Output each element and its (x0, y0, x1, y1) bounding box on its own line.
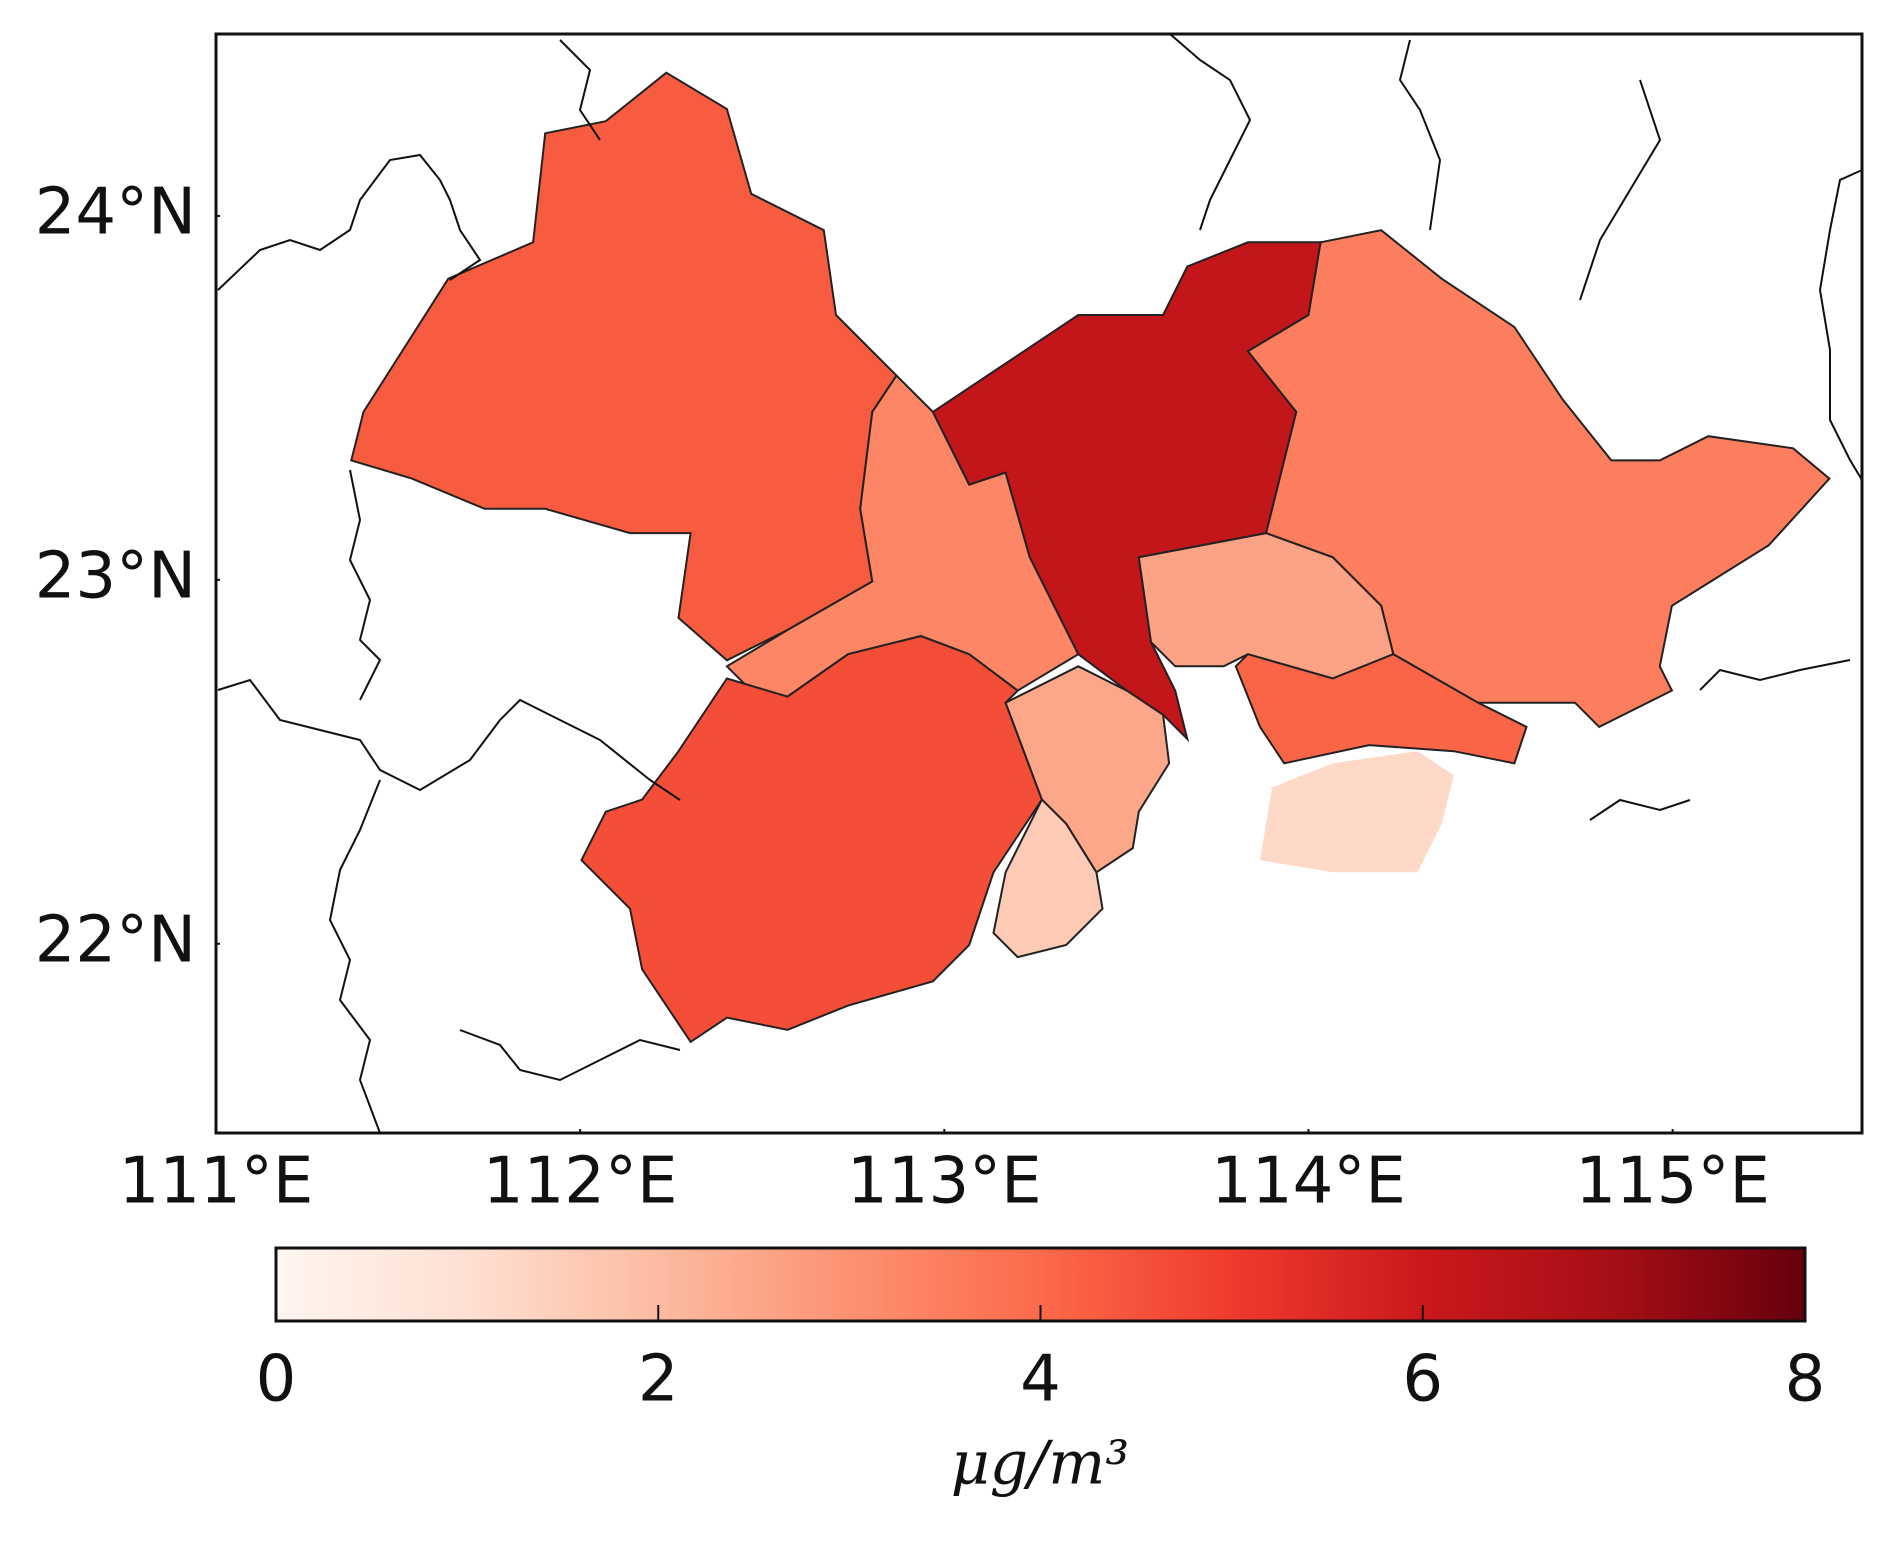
border-line (348, 469, 382, 701)
border-line (328, 779, 381, 1134)
x-tick-label: 112°E (483, 1145, 678, 1219)
x-tick-label: 115°E (1575, 1145, 1770, 1219)
colorbar-tick-label: 4 (1020, 1343, 1061, 1417)
border-line (1169, 33, 1252, 231)
region (350, 71, 898, 662)
colorbar-tick-label: 6 (1402, 1343, 1443, 1417)
other-borders (217, 33, 1863, 1134)
x-tick-label: 113°E (847, 1145, 1042, 1219)
border-line (1579, 79, 1662, 301)
colorbar-label: μg/m³ (951, 1429, 1130, 1499)
border-line (217, 678, 681, 801)
region (1234, 653, 1528, 765)
y-tick-label: 23°N (35, 539, 196, 613)
colorbar-tick-label: 0 (256, 1343, 297, 1417)
region (580, 635, 1044, 1044)
region (992, 797, 1104, 959)
y-tick-label: 24°N (35, 176, 196, 250)
coast-line (459, 1029, 681, 1082)
border-line (1818, 169, 1863, 481)
colorbar-tick-label: 8 (1785, 1343, 1826, 1417)
border-line (1699, 659, 1851, 691)
region (1260, 751, 1454, 873)
x-tick-label: 111°E (119, 1145, 314, 1219)
border-line (217, 153, 482, 291)
region (1246, 229, 1831, 729)
map-frame (214, 32, 1864, 1135)
border-line (1398, 39, 1442, 231)
x-tick-label: 114°E (1211, 1145, 1406, 1219)
border-line (1589, 798, 1691, 821)
y-tick-label: 22°N (35, 903, 196, 977)
border-line (559, 39, 601, 141)
colorbar-tick-label: 2 (638, 1343, 679, 1417)
